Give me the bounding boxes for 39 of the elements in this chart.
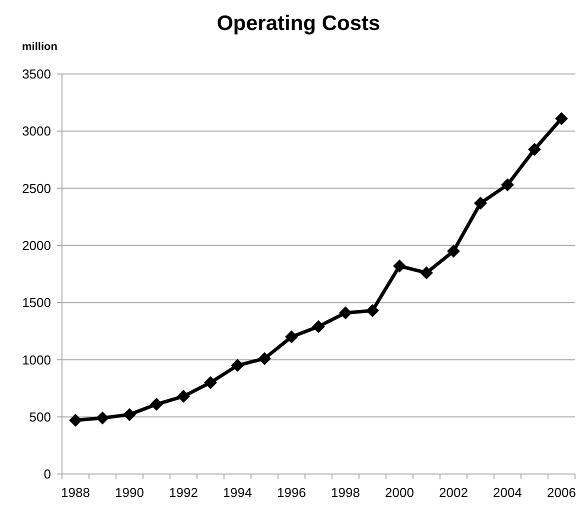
x-tick-label: 1996	[277, 485, 306, 500]
point	[285, 330, 298, 344]
y-tick-label: 500	[29, 409, 51, 424]
point	[258, 352, 271, 366]
y-tick-label: 0	[44, 466, 51, 482]
x-tick-label: 2006	[547, 485, 576, 500]
point	[420, 266, 433, 280]
x-tick-label: 1992	[169, 485, 198, 500]
point	[393, 260, 406, 272]
y-tick-label: 3500	[22, 66, 51, 82]
point	[150, 398, 163, 411]
point	[123, 408, 136, 422]
y-tick-label: 2000	[22, 238, 51, 253]
y-tick-label: 1000	[22, 352, 51, 368]
point	[474, 196, 487, 210]
point	[96, 412, 109, 424]
x-tick-label: 2000	[385, 485, 414, 500]
chart-title: Operating Costs	[216, 12, 380, 35]
point	[555, 112, 568, 126]
y-tick-label: 1500	[22, 295, 51, 310]
point	[366, 304, 379, 318]
x-tick-label: 2002	[439, 485, 468, 500]
point	[339, 306, 352, 320]
x-tick-label: 1994	[223, 485, 252, 500]
x-tick-label: 1998	[331, 485, 360, 500]
point	[69, 414, 82, 427]
point	[501, 178, 514, 192]
x-tick-label: 1990	[115, 485, 144, 500]
y-tick-label: 3000	[22, 124, 51, 139]
x-tick-label: 1988	[61, 485, 90, 500]
point	[177, 390, 190, 403]
point	[528, 142, 541, 156]
point	[312, 320, 325, 334]
point	[231, 358, 244, 372]
point	[204, 376, 217, 390]
point	[447, 244, 460, 258]
y-tick-label: 2500	[22, 180, 51, 196]
y-axis-title: million	[22, 41, 58, 53]
x-tick-label: 2004	[493, 485, 522, 500]
